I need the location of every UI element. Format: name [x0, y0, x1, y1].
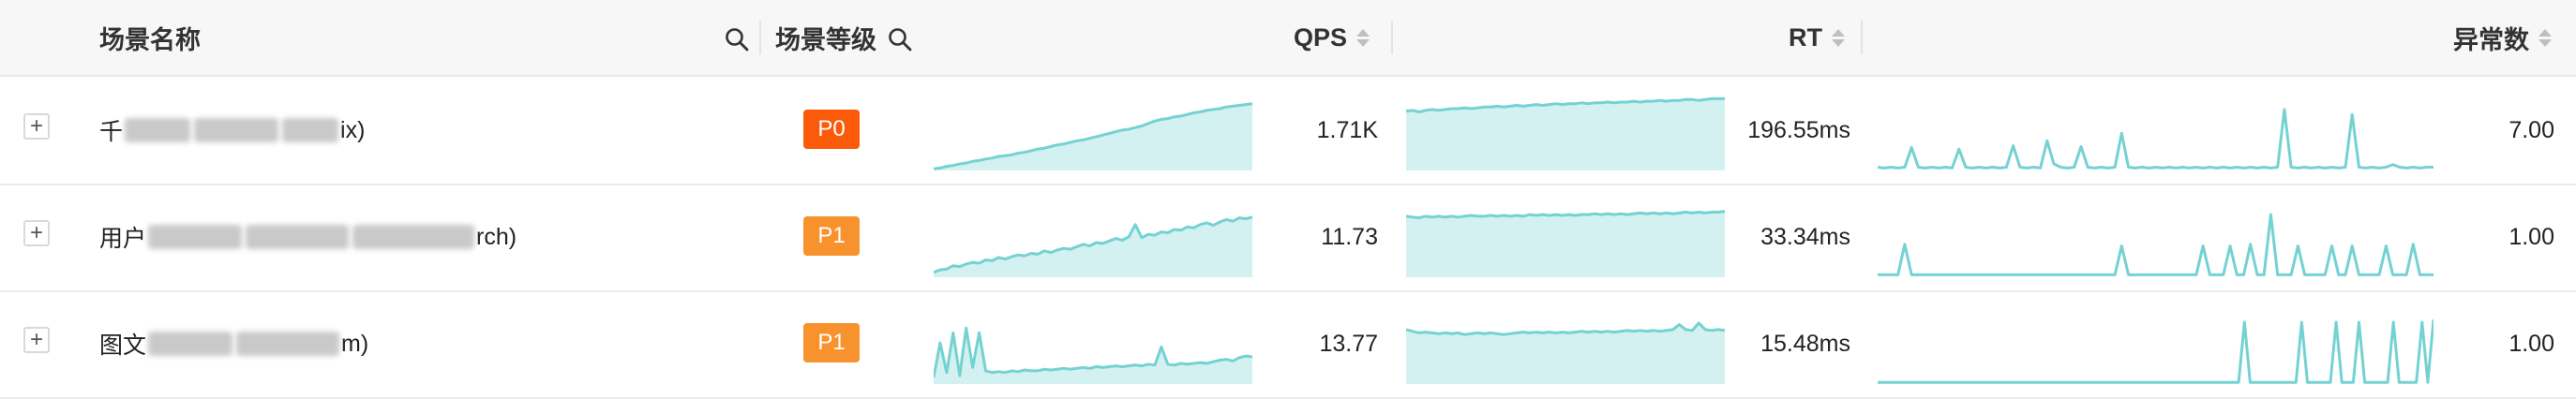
column-header-name-label: 场景名称	[99, 25, 201, 54]
level-badge: P0	[803, 110, 860, 149]
qps-sparkline[interactable]	[934, 302, 1252, 384]
scenario-name[interactable]: 图文 m)	[99, 290, 368, 397]
sparkline-line	[1878, 108, 2434, 170]
sort-icon[interactable]	[1356, 28, 1370, 47]
qps-value: 13.77	[1319, 330, 1378, 357]
rt-value: 15.48ms	[1760, 330, 1850, 357]
column-header-rt[interactable]: RT	[1789, 0, 1845, 75]
sparkline-line	[934, 102, 1252, 170]
redacted-text	[282, 118, 339, 142]
expand-row-button[interactable]: +	[23, 327, 50, 353]
anomaly-value: 1.00	[2509, 223, 2554, 250]
scenario-name-suffix: rch)	[476, 223, 517, 250]
sparkline-line	[1406, 321, 1725, 336]
rt-sparkline[interactable]	[1406, 88, 1725, 170]
column-header-rt-label: RT	[1789, 22, 1822, 52]
table-header: 场景名称 场景等级 QPS RT 异常数	[0, 0, 2576, 77]
level-badge: P1	[803, 323, 860, 362]
redacted-text	[194, 118, 279, 142]
redacted-text	[246, 225, 350, 249]
column-header-anomaly-label: 异常数	[2453, 25, 2529, 54]
column-header-qps[interactable]: QPS	[1294, 0, 1370, 75]
column-header-name: 场景名称	[99, 0, 201, 75]
expand-row-button[interactable]: +	[23, 220, 50, 246]
redacted-text	[148, 225, 243, 249]
column-header-anomaly[interactable]: 异常数	[2453, 0, 2552, 75]
expand-row-button[interactable]: +	[23, 113, 50, 140]
sparkline-area	[934, 216, 1252, 277]
column-header-qps-label: QPS	[1294, 22, 1348, 52]
redacted-text	[125, 118, 191, 142]
rt-sparkline[interactable]	[1406, 302, 1725, 384]
qps-value: 11.73	[1321, 223, 1378, 250]
redacted-text	[236, 332, 340, 356]
anomaly-sparkline[interactable]	[1878, 88, 2434, 170]
qps-sparkline[interactable]	[934, 88, 1252, 170]
anomaly-value: 1.00	[2509, 330, 2554, 357]
column-divider	[1391, 21, 1393, 54]
sparkline-line	[1406, 210, 1725, 220]
table-row[interactable]: + 用户 rch) P1 11.73 33.34ms 1.00	[0, 184, 2576, 292]
table-row[interactable]: + 千 ix) P0 1.71K 196.55ms 7.00	[0, 77, 2576, 185]
search-icon[interactable]	[887, 26, 913, 52]
column-header-level: 场景等级	[775, 0, 876, 75]
sparkline-area	[1406, 98, 1725, 170]
sparkline-line	[1406, 96, 1725, 113]
sparkline-line	[1878, 319, 2434, 384]
scenario-name[interactable]: 用户 rch)	[99, 184, 517, 290]
scenario-name-prefix: 用户	[99, 226, 147, 252]
sparkline-line	[934, 326, 1252, 378]
anomaly-sparkline[interactable]	[1878, 195, 2434, 277]
scenario-name[interactable]: 千 ix)	[99, 77, 365, 184]
sparkline-area	[934, 103, 1252, 170]
search-icon[interactable]	[724, 26, 750, 52]
sparkline-line	[1878, 213, 2434, 276]
sort-icon[interactable]	[1832, 28, 1845, 47]
sparkline-area	[1406, 211, 1725, 277]
table-row[interactable]: + 图文 m) P1 13.77 15.48ms 1.00	[0, 290, 2576, 399]
sort-icon[interactable]	[2539, 28, 2552, 47]
redacted-text	[148, 332, 233, 356]
qps-value: 1.71K	[1316, 116, 1378, 143]
rt-value: 196.55ms	[1747, 116, 1850, 143]
scenario-name-prefix: 图文	[99, 332, 147, 359]
anomaly-value: 7.00	[2509, 116, 2554, 143]
column-divider	[1861, 21, 1863, 54]
sparkline-area	[934, 328, 1252, 384]
qps-sparkline[interactable]	[934, 195, 1252, 277]
scenario-name-prefix: 千	[99, 119, 124, 145]
rt-sparkline[interactable]	[1406, 195, 1725, 277]
sparkline-line	[934, 215, 1252, 274]
column-divider	[759, 21, 761, 54]
anomaly-sparkline[interactable]	[1878, 302, 2434, 384]
scenario-name-suffix: m)	[341, 330, 369, 357]
sparkline-area	[1406, 322, 1725, 384]
redacted-text	[352, 225, 475, 249]
level-badge: P1	[803, 216, 860, 256]
rt-value: 33.34ms	[1760, 223, 1850, 250]
scenario-name-suffix: ix)	[340, 116, 366, 143]
column-header-level-label: 场景等级	[775, 25, 876, 54]
